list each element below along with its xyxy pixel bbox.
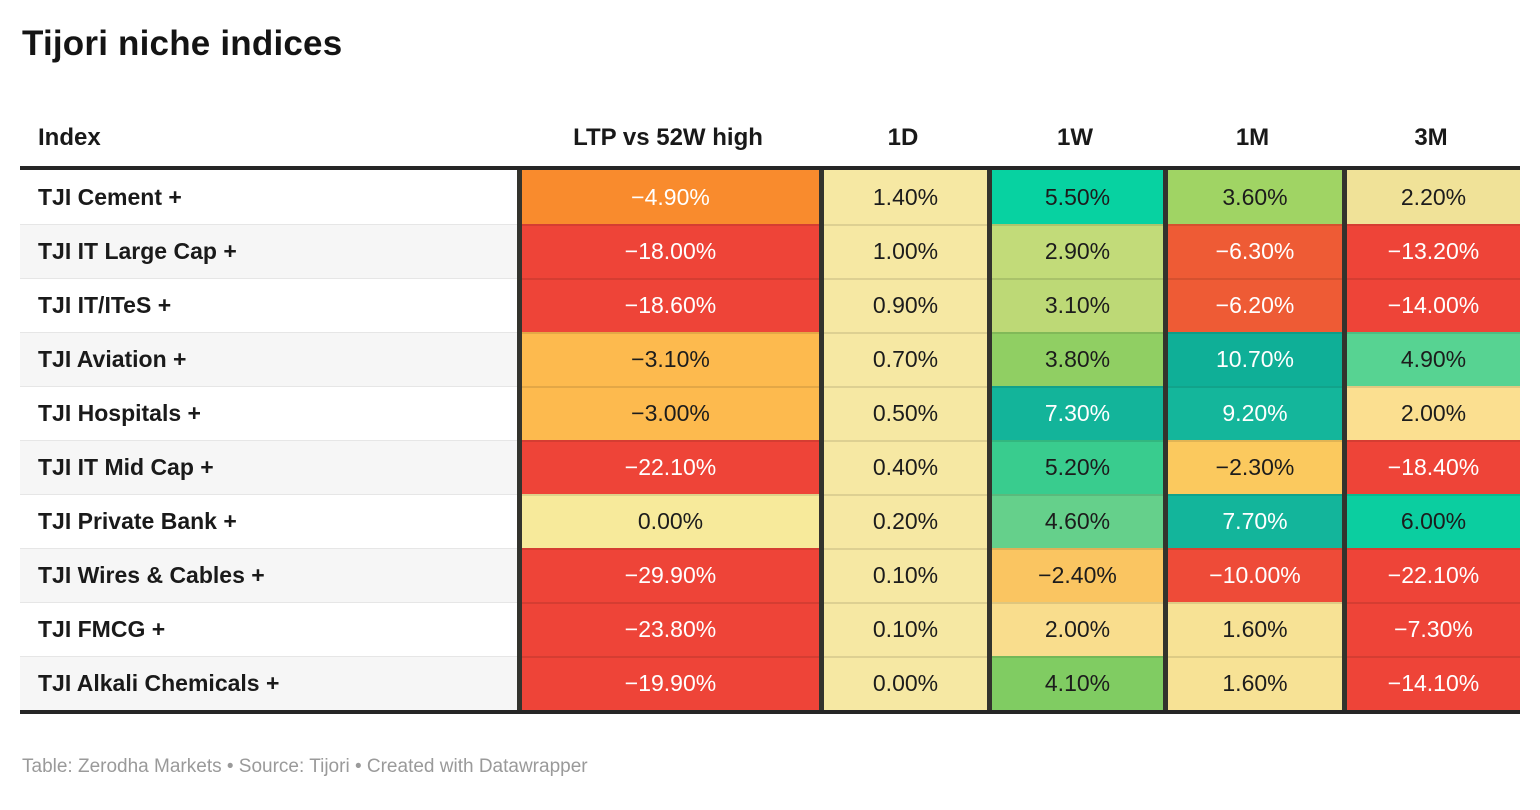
index-name-cell[interactable]: TJI Private Bank + [20,494,517,548]
value-cell: 0.50% [819,386,987,440]
index-name-cell[interactable]: TJI IT Large Cap + [20,224,517,278]
value-cell: −19.90% [517,656,819,710]
value-cell: 1.60% [1163,656,1342,710]
column-header-1m[interactable]: 1M [1235,124,1270,151]
value-cell: 1.40% [819,170,987,224]
value-cell: −18.00% [517,224,819,278]
value-cell: −18.40% [1342,440,1520,494]
value-cell: 6.00% [1342,494,1520,548]
value-cell: 0.20% [819,494,987,548]
table-row: TJI IT Large Cap + −18.00% 1.00% 2.90% −6.30… [20,224,1520,278]
value-cell: 5.50% [987,170,1163,224]
value-cell: 9.20% [1163,386,1342,440]
value-cell: 0.90% [819,278,987,332]
index-name-cell[interactable]: TJI FMCG + [20,602,517,656]
table-row: TJI Alkali Chemicals + −19.90% 0.00% 4.10% 1… [20,656,1520,710]
value-cell: −3.00% [517,386,819,440]
value-cell: 2.90% [987,224,1163,278]
table-row: TJI Wires & Cables + −29.90% 0.10% −2.40% −1… [20,548,1520,602]
table-row: TJI Cement + −4.90% 1.40% 5.50% 3.60% 2.20% [20,170,1520,224]
chart-title: Tijori niche indices [22,24,343,63]
table-row: TJI Aviation + −3.10% 0.70% 3.80% 10.70% 4.90… [20,332,1520,386]
value-cell: 1.60% [1163,602,1342,656]
value-cell: 7.30% [987,386,1163,440]
value-cell: 2.00% [1342,386,1520,440]
value-cell: −22.10% [517,440,819,494]
value-cell: −3.10% [517,332,819,386]
value-cell: 3.60% [1163,170,1342,224]
value-cell: −2.30% [1163,440,1342,494]
value-cell: 4.60% [987,494,1163,548]
value-cell: 5.20% [987,440,1163,494]
indices-table: Index LTP vs 52W high 1D 1W 1M 3M TJI Cement … [20,94,1520,714]
value-cell: 2.20% [1342,170,1520,224]
value-cell: −22.10% [1342,548,1520,602]
value-cell: 0.00% [819,656,987,710]
value-cell: −7.30% [1342,602,1520,656]
index-name-cell[interactable]: TJI Hospitals + [20,386,517,440]
index-name-cell[interactable]: TJI Wires & Cables + [20,548,517,602]
value-cell: 0.00% [517,494,819,548]
table-row: TJI Private Bank +0.00% 0.20% 4.60% 7.70% 6.… [20,494,1520,548]
index-name-cell[interactable]: TJI Cement + [20,170,517,224]
value-cell: −29.90% [517,548,819,602]
table-row: TJI Hospitals + −3.00% 0.50% 7.30% 9.20% 2.00… [20,386,1520,440]
table-row: TJI IT Mid Cap + −22.10% 0.40% 5.20% −2.30% −… [20,440,1520,494]
value-cell: −6.30% [1163,224,1342,278]
value-cell: 0.40% [819,440,987,494]
value-cell: 7.70% [1163,494,1342,548]
value-cell: 2.00% [987,602,1163,656]
value-cell: −2.40% [987,548,1163,602]
value-cell: 3.10% [987,278,1163,332]
value-cell: 3.80% [987,332,1163,386]
value-cell: −23.80% [517,602,819,656]
value-cell: 0.70% [819,332,987,386]
index-name-cell[interactable]: TJI Aviation + [20,332,517,386]
table-row: TJI IT/ITeS + −18.60% 0.90% 3.10% −6.20% −14.… [20,278,1520,332]
index-name-cell[interactable]: TJI IT Mid Cap + [20,440,517,494]
value-cell: 4.90% [1342,332,1520,386]
value-cell: −14.10% [1342,656,1520,710]
value-cell: −10.00% [1163,548,1342,602]
column-header-index[interactable]: Index [38,124,101,151]
value-cell: −14.00% [1342,278,1520,332]
value-cell: 0.10% [819,602,987,656]
table-row: TJI FMCG + −23.80% 0.10% 2.00% 1.60% −7.30% [20,602,1520,656]
value-cell: 0.10% [819,548,987,602]
value-cell: −13.20% [1342,224,1520,278]
value-cell: 4.10% [987,656,1163,710]
table-header-row: Index LTP vs 52W high 1D 1W 1M 3M [20,94,1520,170]
value-cell: −6.20% [1163,278,1342,332]
column-header-3m[interactable]: 3M [1414,124,1448,151]
column-header-1w[interactable]: 1W [1057,124,1093,151]
value-cell: −18.60% [517,278,819,332]
index-name-cell[interactable]: TJI IT/ITeS + [20,278,517,332]
value-cell: 1.00% [819,224,987,278]
column-header-ltp-vs-52w-high[interactable]: LTP vs 52W high [573,124,763,151]
index-name-cell[interactable]: TJI Alkali Chemicals + [20,656,517,710]
value-cell: −4.90% [517,170,819,224]
table-body: TJI Cement + −4.90% 1.40% 5.50% 3.60% 2.20% TJ… [20,170,1520,714]
attribution-footer: Table: Zerodha Markets • Source: Tijori … [22,756,588,777]
value-cell: 10.70% [1163,332,1342,386]
column-header-1d[interactable]: 1D [887,124,919,151]
